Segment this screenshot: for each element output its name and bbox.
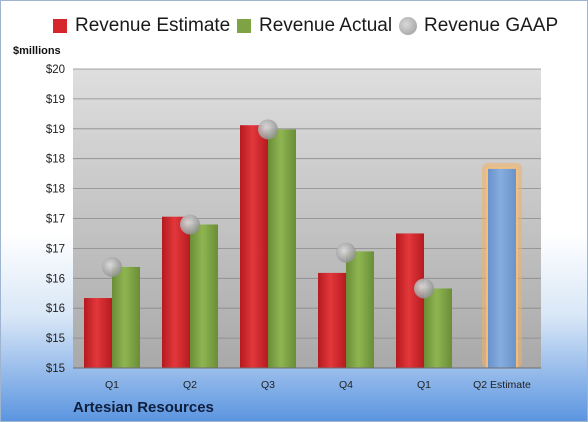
bars (84, 125, 522, 368)
x-tick-label: Q1 (417, 379, 431, 391)
legend-swatch-revenue-actual (237, 19, 251, 33)
bar-revenue-actual (268, 129, 296, 368)
grid-lines (73, 68, 541, 369)
marker-revenue-gaap (414, 278, 434, 299)
bar-revenue-actual (488, 168, 516, 368)
y-axis: $15 $15 $16 $16 $17 $17 $18 $18 $19 $19 $20 (46, 64, 541, 375)
y-tick-label: $16 (46, 273, 65, 285)
x-tick-label: Q2 (183, 379, 197, 391)
legend-marker-revenue-gaap (399, 17, 417, 35)
bar-revenue-estimate (318, 272, 346, 368)
gaap-markers (102, 119, 434, 299)
legend: Revenue Estimate Revenue Actual Revenue … (1, 15, 587, 45)
x-tick-label: Q4 (339, 379, 353, 391)
y-tick-label: $20 (46, 64, 65, 76)
bar-revenue-estimate (84, 298, 112, 368)
y-tick-label: $15 (46, 333, 65, 345)
y-tick-label: $17 (46, 243, 65, 255)
company-name: Artesian Resources (73, 399, 214, 416)
bar-revenue-actual (112, 266, 140, 368)
marker-revenue-gaap (102, 256, 122, 277)
legend-item-revenue-gaap: Revenue GAAP (399, 15, 558, 37)
bar-revenue-estimate (162, 216, 190, 368)
x-axis: Q1 Q2 Q3 Q4 Q1 Q2 Estimate (105, 379, 531, 391)
bar-revenue-actual (424, 288, 452, 368)
y-tick-label: $19 (46, 124, 65, 136)
legend-item-revenue-estimate: Revenue Estimate (53, 15, 230, 37)
y-tick-label: $17 (46, 214, 65, 226)
marker-revenue-gaap (258, 119, 278, 140)
y-tick-label: $19 (46, 94, 65, 106)
y-tick-label: $16 (46, 303, 65, 315)
legend-label-revenue-gaap: Revenue GAAP (424, 15, 559, 36)
legend-label-revenue-estimate: Revenue Estimate (75, 15, 231, 36)
marker-revenue-gaap (336, 242, 356, 263)
y-tick-label: $15 (46, 363, 65, 375)
x-tick-label: Q1 (105, 379, 119, 391)
legend-label-revenue-actual: Revenue Actual (259, 15, 393, 36)
legend-swatch-revenue-estimate (53, 19, 67, 33)
bar-revenue-actual (346, 251, 374, 368)
x-tick-label: Q3 (261, 379, 275, 391)
y-axis-units-label: $millions (13, 45, 61, 57)
bar-revenue-estimate (396, 233, 424, 368)
y-tick-label: $18 (46, 184, 65, 196)
bar-revenue-actual (190, 224, 218, 368)
legend-item-revenue-actual: Revenue Actual (237, 15, 392, 37)
x-tick-label: Q2 Estimate (473, 379, 531, 391)
bar-revenue-estimate (240, 125, 268, 368)
y-tick-label: $18 (46, 154, 65, 166)
marker-revenue-gaap (180, 214, 200, 235)
